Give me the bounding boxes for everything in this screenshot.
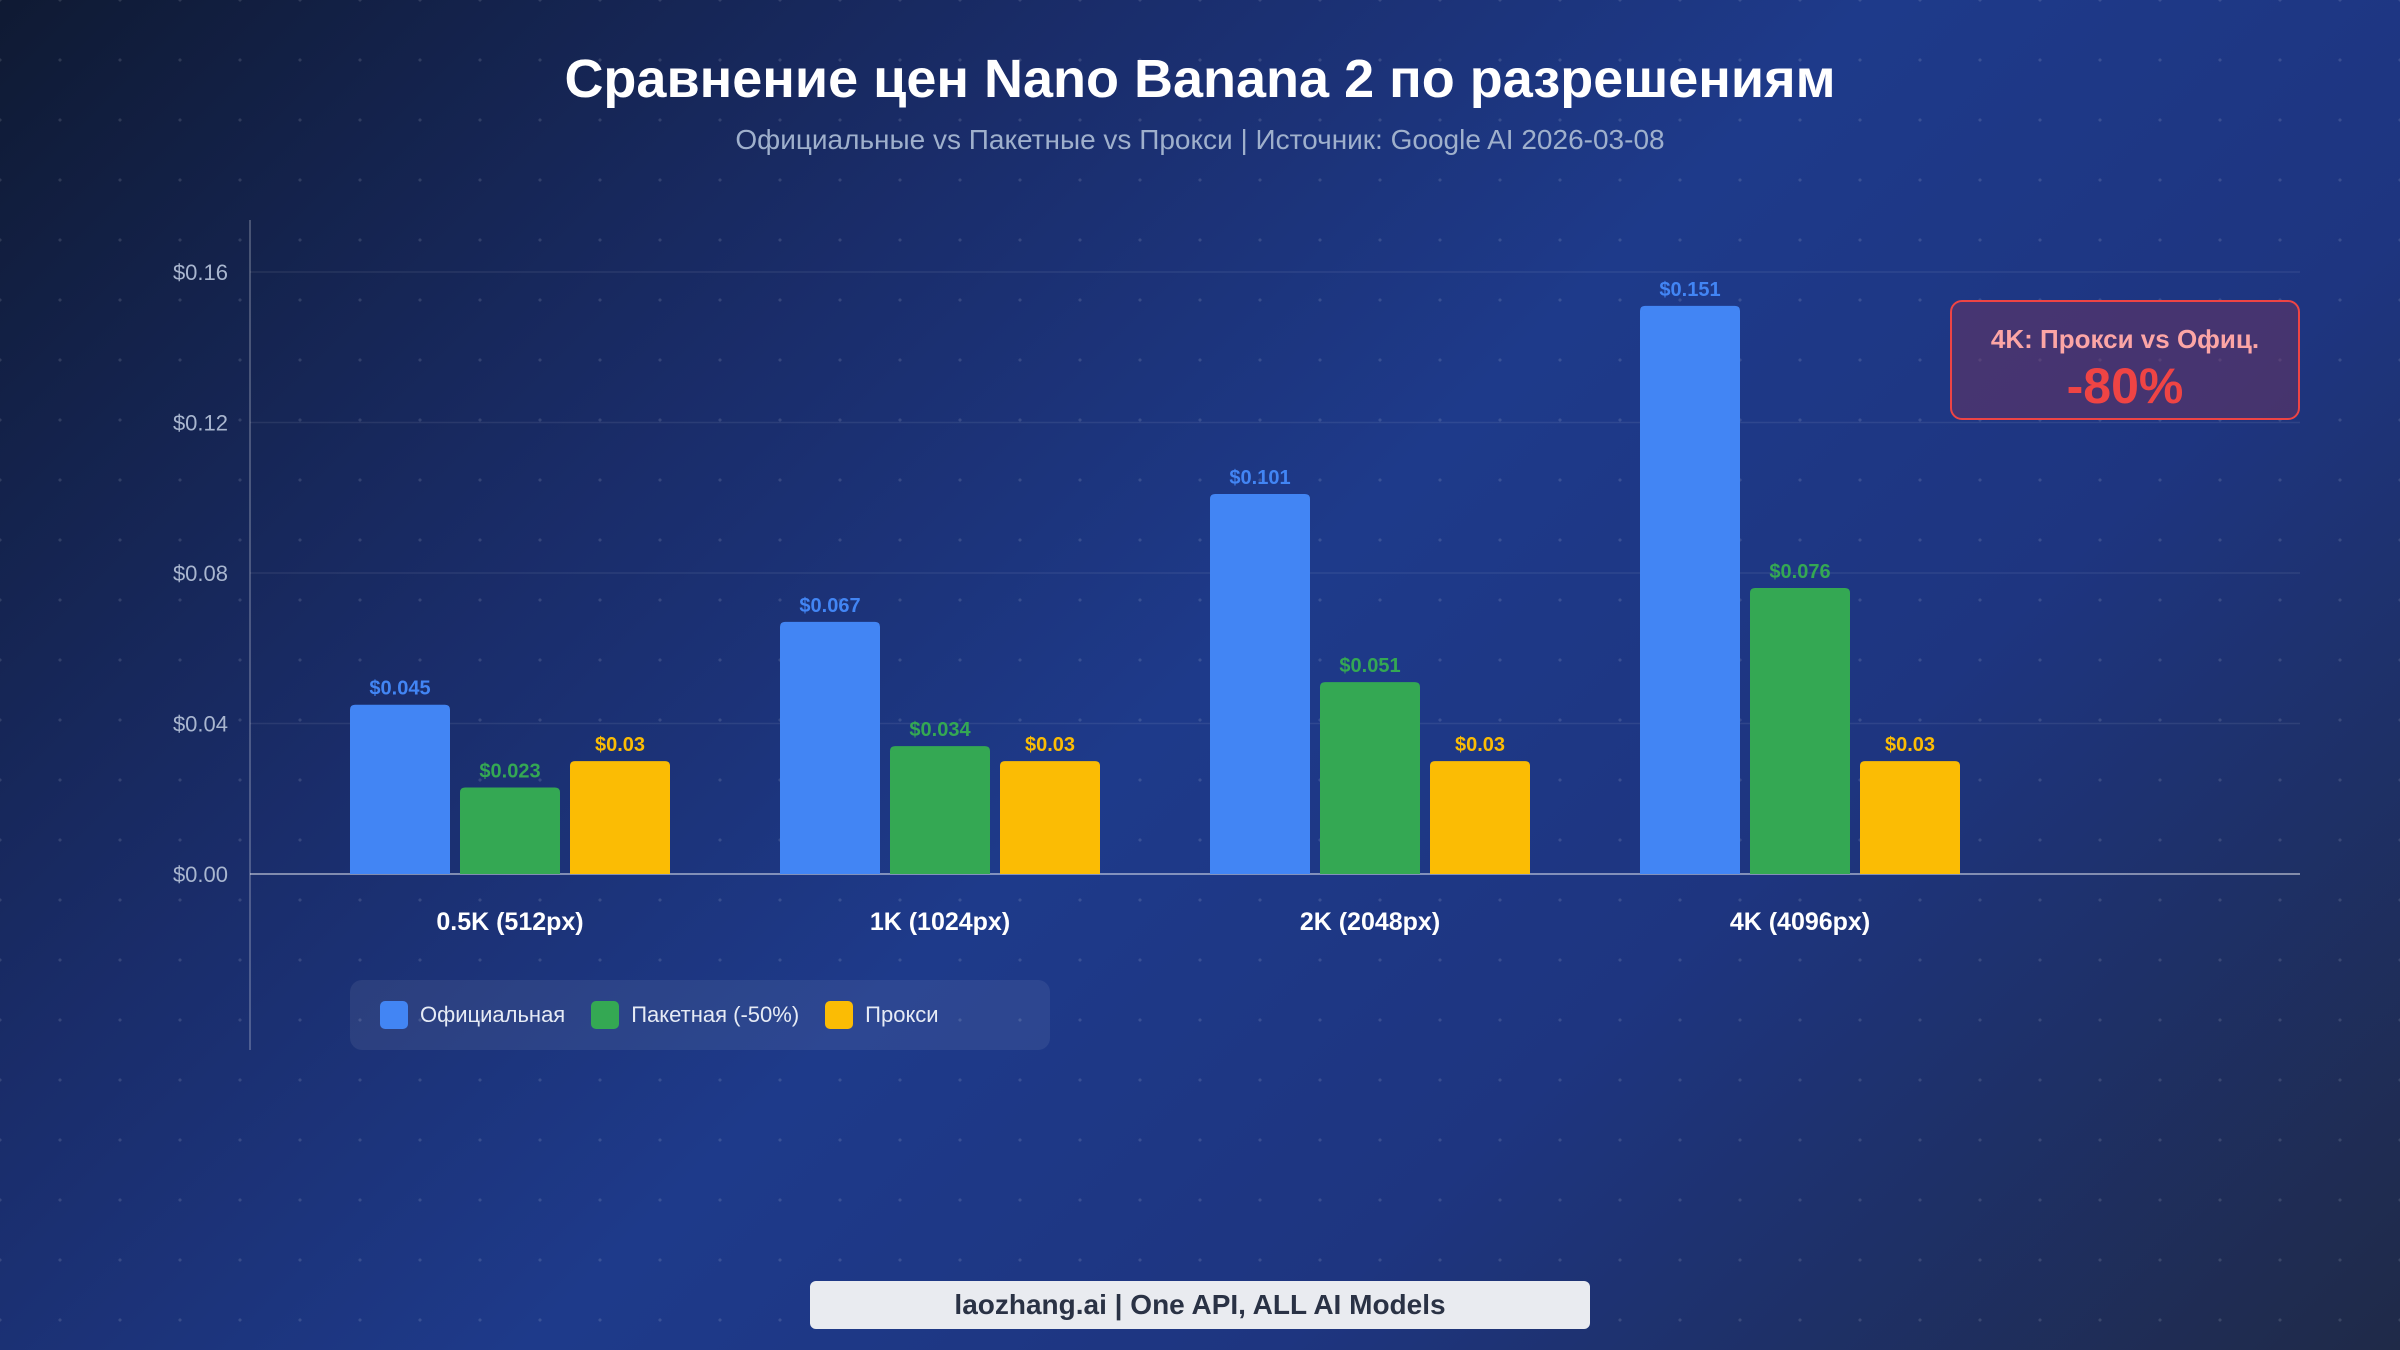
chart-subtitle: Официальные vs Пакетные vs Прокси | Исто… bbox=[735, 124, 1665, 155]
legend-item-proxy: Прокси bbox=[825, 1001, 939, 1029]
data-label: $0.076 bbox=[1769, 561, 1830, 583]
x-tick-label: 1K (1024px) bbox=[870, 908, 1010, 936]
legend: Официальная Пакетная (-50%) Прокси bbox=[350, 980, 1050, 1050]
bar bbox=[1750, 588, 1850, 874]
legend-item-batch: Пакетная (-50%) bbox=[591, 1001, 799, 1029]
footer-banner: laozhang.ai | One API, ALL AI Models bbox=[810, 1281, 1590, 1329]
chart-title: Сравнение цен Nano Banana 2 по разрешени… bbox=[564, 49, 1836, 109]
data-label: $0.03 bbox=[1885, 734, 1935, 756]
callout-title: 4K: Прокси vs Офиц. bbox=[1990, 324, 2260, 354]
data-label: $0.051 bbox=[1339, 655, 1400, 677]
data-label: $0.067 bbox=[799, 595, 860, 617]
savings-callout: 4K: Прокси vs Офиц. -80% bbox=[1950, 300, 2300, 420]
data-label: $0.023 bbox=[479, 760, 540, 782]
data-label: $0.03 bbox=[595, 734, 645, 756]
y-tick-label: $0.04 bbox=[173, 712, 228, 737]
legend-label: Официальная bbox=[420, 1002, 566, 1027]
bar bbox=[1640, 305, 1740, 874]
callout-value: -80% bbox=[2066, 358, 2184, 414]
y-tick-label: $0.00 bbox=[173, 862, 228, 887]
legend-swatch bbox=[380, 1001, 408, 1029]
data-label: $0.03 bbox=[1455, 734, 1505, 756]
bar bbox=[350, 704, 450, 874]
bar bbox=[1000, 761, 1100, 874]
bar bbox=[1860, 761, 1960, 874]
data-label: $0.034 bbox=[909, 719, 971, 741]
legend-swatch bbox=[591, 1001, 620, 1029]
y-tick-label: $0.16 bbox=[173, 260, 228, 285]
legend-swatch bbox=[825, 1001, 854, 1029]
y-tick-label: $0.08 bbox=[173, 561, 228, 586]
bar bbox=[1320, 682, 1420, 874]
legend-label: Прокси bbox=[865, 1002, 939, 1027]
bar bbox=[570, 761, 670, 874]
bar bbox=[1210, 493, 1310, 874]
data-label: $0.03 bbox=[1025, 734, 1075, 756]
x-tick-label: 2K (2048px) bbox=[1300, 908, 1440, 936]
data-label: $0.151 bbox=[1659, 279, 1720, 301]
bar bbox=[460, 787, 560, 874]
x-tick-label: 0.5K (512px) bbox=[436, 908, 583, 936]
y-tick-label: $0.12 bbox=[173, 411, 228, 436]
legend-item-official: Официальная bbox=[380, 1001, 565, 1029]
bar bbox=[1430, 761, 1530, 874]
data-label: $0.045 bbox=[369, 678, 430, 700]
x-tick-label: 4K (4096px) bbox=[1730, 908, 1870, 936]
bar bbox=[780, 621, 880, 874]
legend-label: Пакетная (-50%) bbox=[631, 1002, 800, 1027]
bar bbox=[890, 746, 990, 874]
data-label: $0.101 bbox=[1229, 467, 1290, 489]
